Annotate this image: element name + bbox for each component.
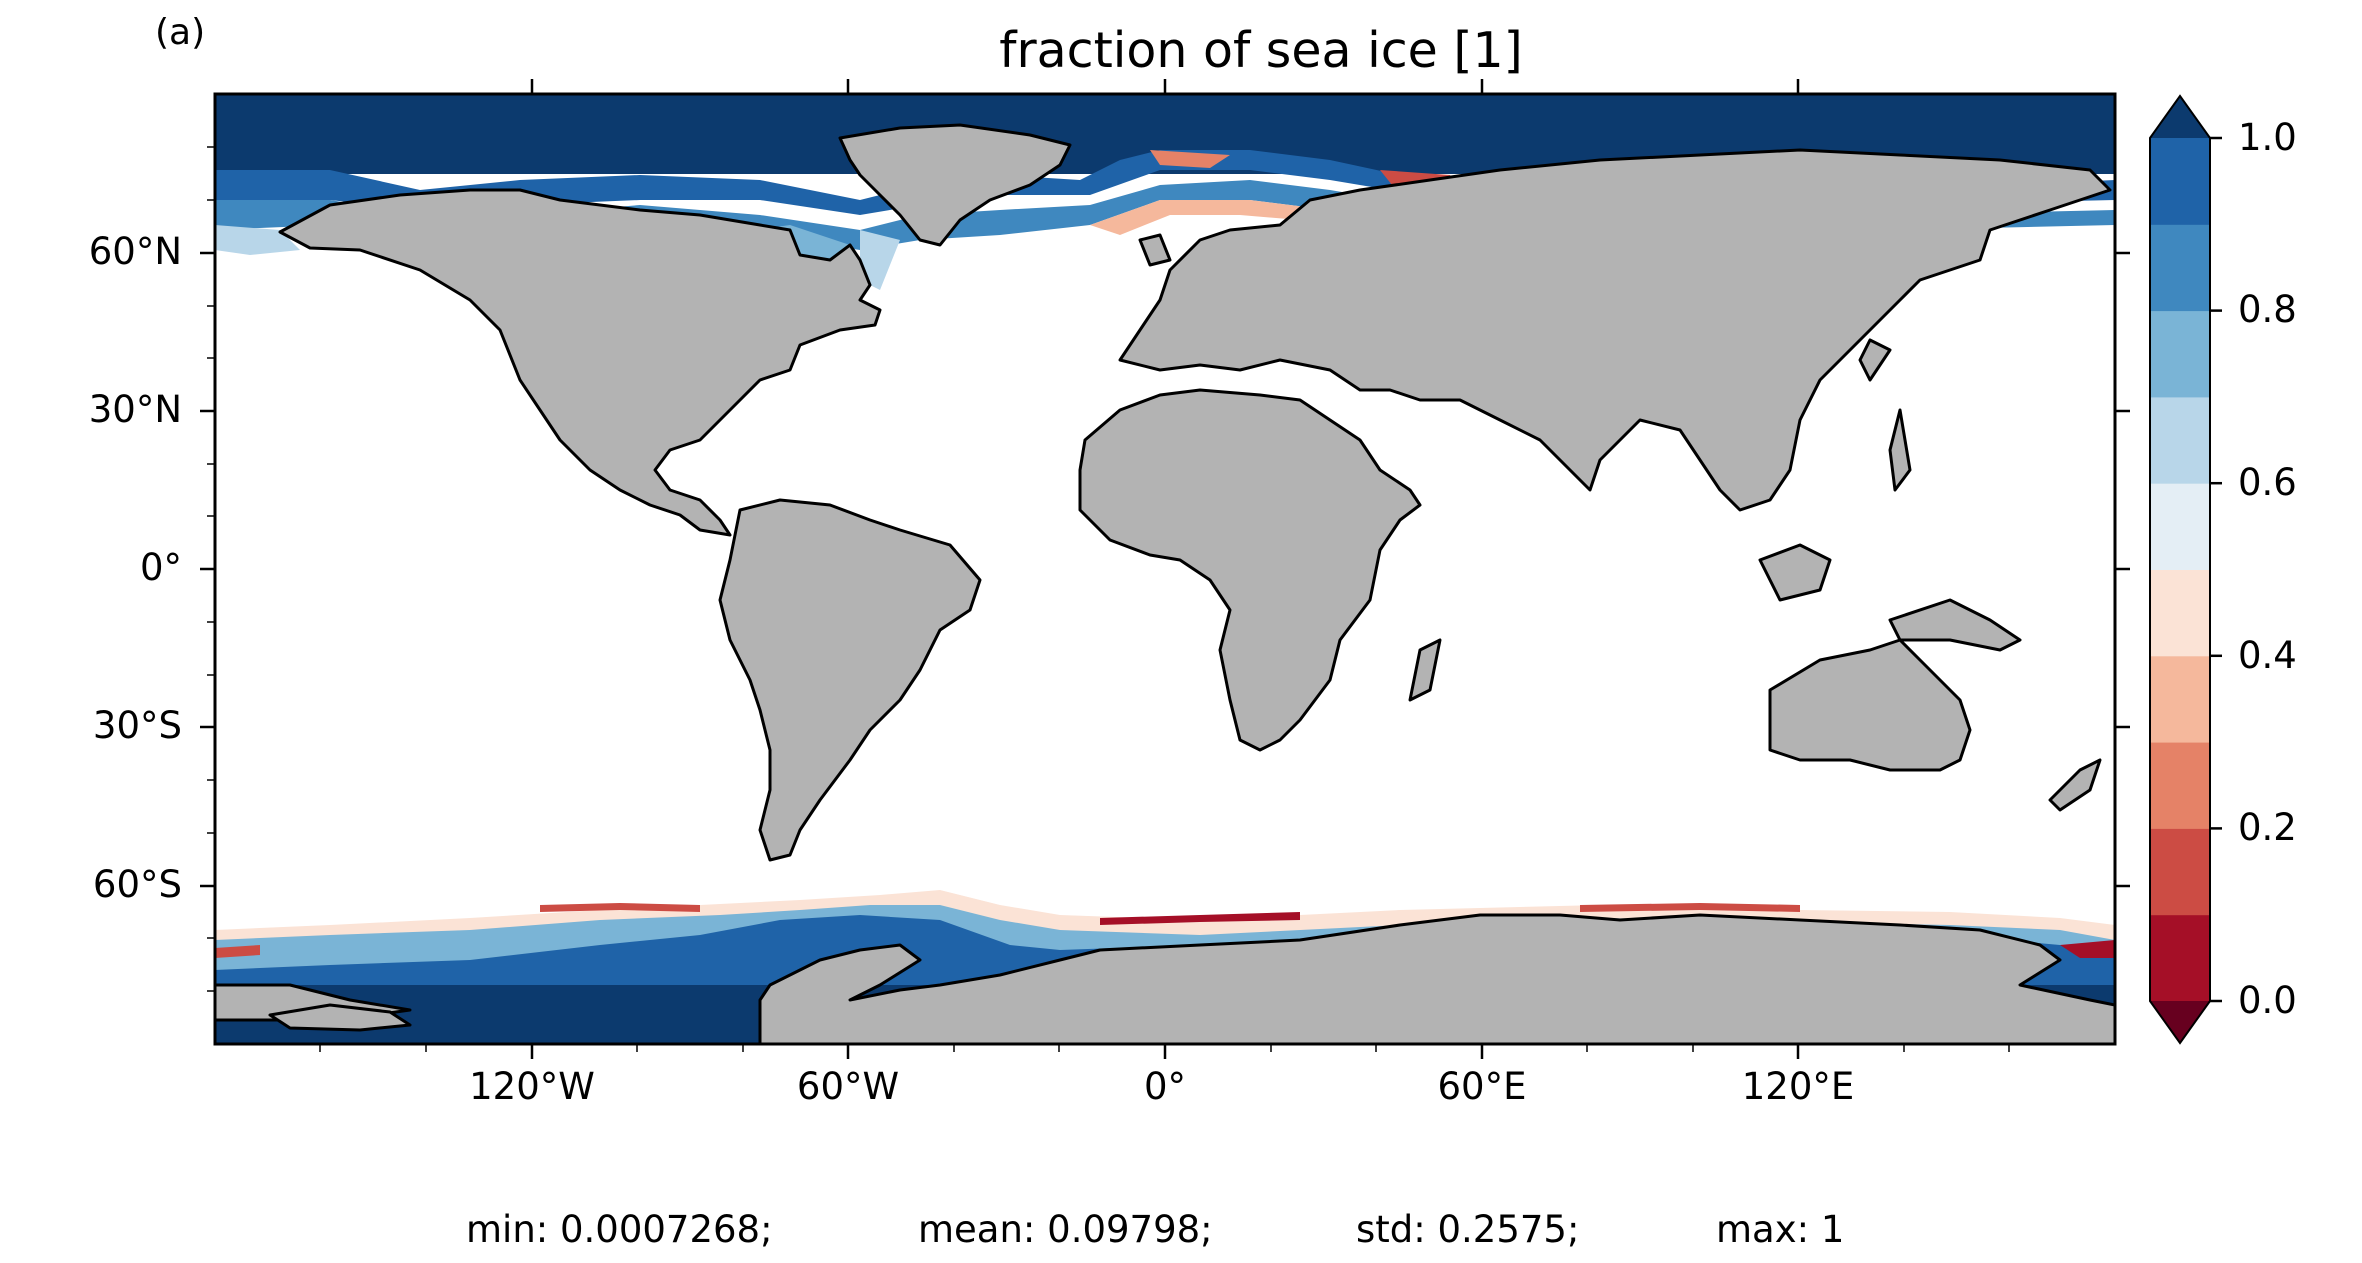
colorbar-segment [2150,138,2210,225]
labrador-ice [860,230,900,290]
antarctic-ice-fringe-4 [215,945,260,958]
colorbar-tick-label: 0.2 [2238,806,2297,849]
x-tick-label: 60°E [1437,1065,1527,1108]
colorbar-tick-label: 0.6 [2238,461,2297,504]
colorbar-segment [2150,310,2210,398]
borneo [1758,543,1832,602]
japan [1858,338,1892,382]
antarctic-ice-fringe-1 [540,903,700,912]
south-america [718,498,982,862]
barents-ice-edge [1090,200,1480,240]
colorbar-segment [2150,396,2210,484]
colorbar-segment [2150,828,2210,916]
stat-min: min: 0.0007268; [466,1208,773,1251]
stat-std: std: 0.2575; [1356,1208,1580,1251]
y-tick-label: 0° [139,546,182,589]
colorbar-segment [2150,224,2210,312]
map-area [215,94,2115,1044]
colorbar-segment [2150,483,2210,570]
antarctic-ice-fringe-5 [2060,940,2115,958]
new-guinea [1888,598,2022,652]
colorbar [2149,94,2222,1045]
new-zealand [2048,758,2102,812]
y-tick-label: 60°N [88,230,182,273]
british-isles [1138,233,1172,267]
colorbar-segment [2150,569,2210,657]
colorbar-tick-label: 1.0 [2238,116,2297,159]
stat-max: max: 1 [1716,1208,1845,1251]
land-masses [215,123,2115,1044]
colorbar-segment [2150,742,2210,829]
antarctic-ice-fringe-2 [1100,912,1300,925]
greenland [838,123,1072,247]
panel-label: (a) [155,12,206,53]
minor-ticks [207,146,2010,1052]
colorbar-under-extension [2150,1001,2210,1043]
colorbar-segment [2150,914,2210,1002]
colorbar-over-extension [2150,96,2210,138]
colorbar-tick-label: 0.4 [2238,634,2297,677]
africa [1078,388,1422,752]
antarctic-ice-fringe-3 [1580,903,1800,912]
y-tick-label: 30°S [92,704,182,747]
antarctica-west [268,1003,412,1032]
antarctica [758,913,2115,1044]
x-tick-label: 120°W [469,1065,595,1108]
australia [1768,638,1972,772]
philippines [1888,408,1912,492]
y-tick-label: 30°N [88,388,182,431]
eurasia [1118,148,2112,512]
svalbard-ice-low [1150,150,1230,168]
x-tick-label: 120°E [1741,1065,1855,1108]
madagascar [1408,638,1442,702]
colorbar-segment [2150,655,2210,743]
map-title: fraction of sea ice [1] [999,22,1523,79]
y-tick-label: 60°S [92,863,182,906]
axis-ticks [200,79,2130,1059]
x-tick-label: 0° [1143,1065,1187,1108]
colorbar-tick-label: 0.0 [2238,979,2297,1022]
x-tick-label: 60°W [796,1065,900,1108]
north-america [278,188,882,537]
stat-mean: mean: 0.09798; [918,1208,1213,1251]
colorbar-tick-label: 0.8 [2238,288,2297,331]
